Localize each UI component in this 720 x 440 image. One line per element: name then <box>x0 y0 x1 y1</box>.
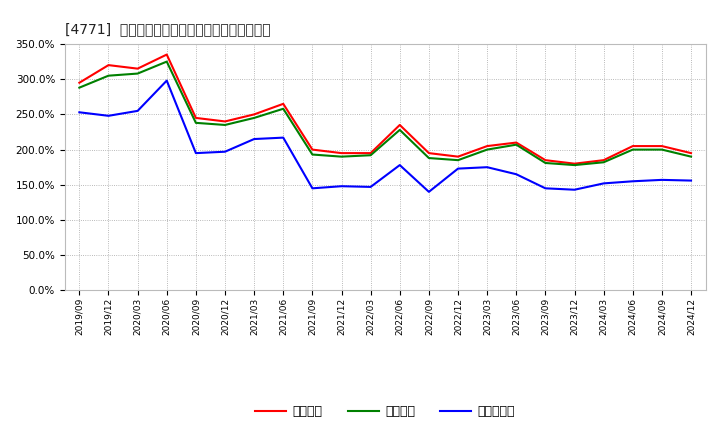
現預金比率 <box>104 113 113 118</box>
流動比率 <box>220 119 229 124</box>
流動比率 <box>541 158 550 163</box>
Line: 流動比率: 流動比率 <box>79 55 691 164</box>
現預金比率 <box>599 181 608 186</box>
流動比率 <box>395 122 404 128</box>
当座比率 <box>337 154 346 159</box>
現預金比率 <box>483 165 492 170</box>
当座比率 <box>483 147 492 152</box>
当座比率 <box>512 142 521 147</box>
現預金比率 <box>541 186 550 191</box>
現預金比率 <box>687 178 696 183</box>
当座比率 <box>541 160 550 165</box>
現預金比率 <box>279 135 287 140</box>
流動比率 <box>483 143 492 149</box>
現預金比率 <box>366 184 375 190</box>
流動比率 <box>308 147 317 152</box>
流動比率 <box>75 80 84 85</box>
現預金比率 <box>629 179 637 184</box>
流動比率 <box>337 150 346 156</box>
Legend: 流動比率, 当座比率, 現預金比率: 流動比率, 当座比率, 現預金比率 <box>251 400 521 423</box>
当座比率 <box>220 122 229 128</box>
当座比率 <box>570 162 579 168</box>
流動比率 <box>425 150 433 156</box>
Line: 現預金比率: 現預金比率 <box>79 81 691 192</box>
現預金比率 <box>220 149 229 154</box>
現預金比率 <box>425 189 433 194</box>
当座比率 <box>657 147 666 152</box>
当座比率 <box>687 154 696 159</box>
現預金比率 <box>163 78 171 83</box>
現預金比率 <box>395 162 404 168</box>
当座比率 <box>629 147 637 152</box>
現預金比率 <box>250 136 258 142</box>
当座比率 <box>308 152 317 157</box>
流動比率 <box>133 66 142 71</box>
当座比率 <box>599 160 608 165</box>
当座比率 <box>250 115 258 121</box>
当座比率 <box>104 73 113 78</box>
流動比率 <box>250 112 258 117</box>
現預金比率 <box>512 172 521 177</box>
現預金比率 <box>192 150 200 156</box>
現預金比率 <box>308 186 317 191</box>
流動比率 <box>657 143 666 149</box>
当座比率 <box>75 85 84 90</box>
現預金比率 <box>570 187 579 192</box>
現預金比率 <box>454 166 462 171</box>
流動比率 <box>629 143 637 149</box>
当座比率 <box>454 158 462 163</box>
流動比率 <box>570 161 579 166</box>
当座比率 <box>133 71 142 76</box>
流動比率 <box>599 158 608 163</box>
当座比率 <box>163 59 171 64</box>
流動比率 <box>366 150 375 156</box>
流動比率 <box>279 101 287 106</box>
現預金比率 <box>133 108 142 114</box>
当座比率 <box>395 127 404 132</box>
Line: 当座比率: 当座比率 <box>79 62 691 165</box>
流動比率 <box>687 150 696 156</box>
流動比率 <box>512 140 521 145</box>
当座比率 <box>425 155 433 161</box>
当座比率 <box>279 106 287 111</box>
現預金比率 <box>657 177 666 183</box>
流動比率 <box>454 154 462 159</box>
現預金比率 <box>75 110 84 115</box>
流動比率 <box>104 62 113 68</box>
流動比率 <box>163 52 171 57</box>
現預金比率 <box>337 183 346 189</box>
当座比率 <box>192 120 200 125</box>
Text: [4771]  流動比率、当座比率、現預金比率の推移: [4771] 流動比率、当座比率、現預金比率の推移 <box>65 22 271 36</box>
流動比率 <box>192 115 200 121</box>
当座比率 <box>366 153 375 158</box>
